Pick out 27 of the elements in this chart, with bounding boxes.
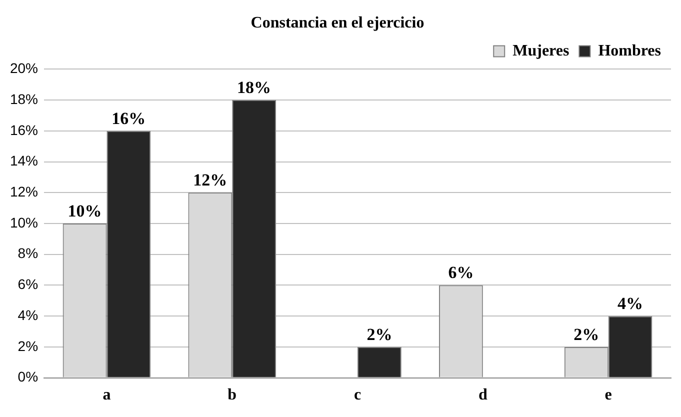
y-tick-label: 0% [18, 368, 38, 385]
y-tick-label: 16% [10, 122, 38, 138]
legend-label: Hombres [598, 42, 661, 60]
data-label: 10% [68, 201, 102, 220]
data-label: 18% [237, 78, 272, 97]
x-tick-label: a [102, 386, 111, 404]
y-tick-label: 8% [18, 245, 38, 262]
y-tick-label: 18% [10, 90, 38, 107]
data-label: 12% [193, 170, 228, 190]
chart-title: Constancia en el ejercicio [250, 14, 424, 32]
x-tick-label: d [478, 386, 488, 404]
x-tick-label: c [354, 386, 362, 404]
x-tick-label: b [228, 386, 237, 404]
data-label: 2% [366, 324, 392, 344]
legend-label: Mujeres [512, 42, 570, 60]
x-tick-label: e [604, 386, 612, 404]
y-tick-label: 6% [18, 276, 38, 292]
y-tick-label: 2% [18, 338, 38, 354]
y-tick-label: 14% [10, 152, 38, 169]
y-tick-label: 20% [10, 60, 38, 76]
y-tick-label: 12% [10, 184, 38, 200]
data-label: 4% [617, 294, 643, 313]
data-label: 16% [112, 108, 146, 128]
y-tick-label: 4% [18, 306, 38, 323]
data-label: 2% [574, 324, 600, 344]
y-tick-label: 10% [10, 214, 38, 230]
data-label: 6% [448, 263, 474, 282]
